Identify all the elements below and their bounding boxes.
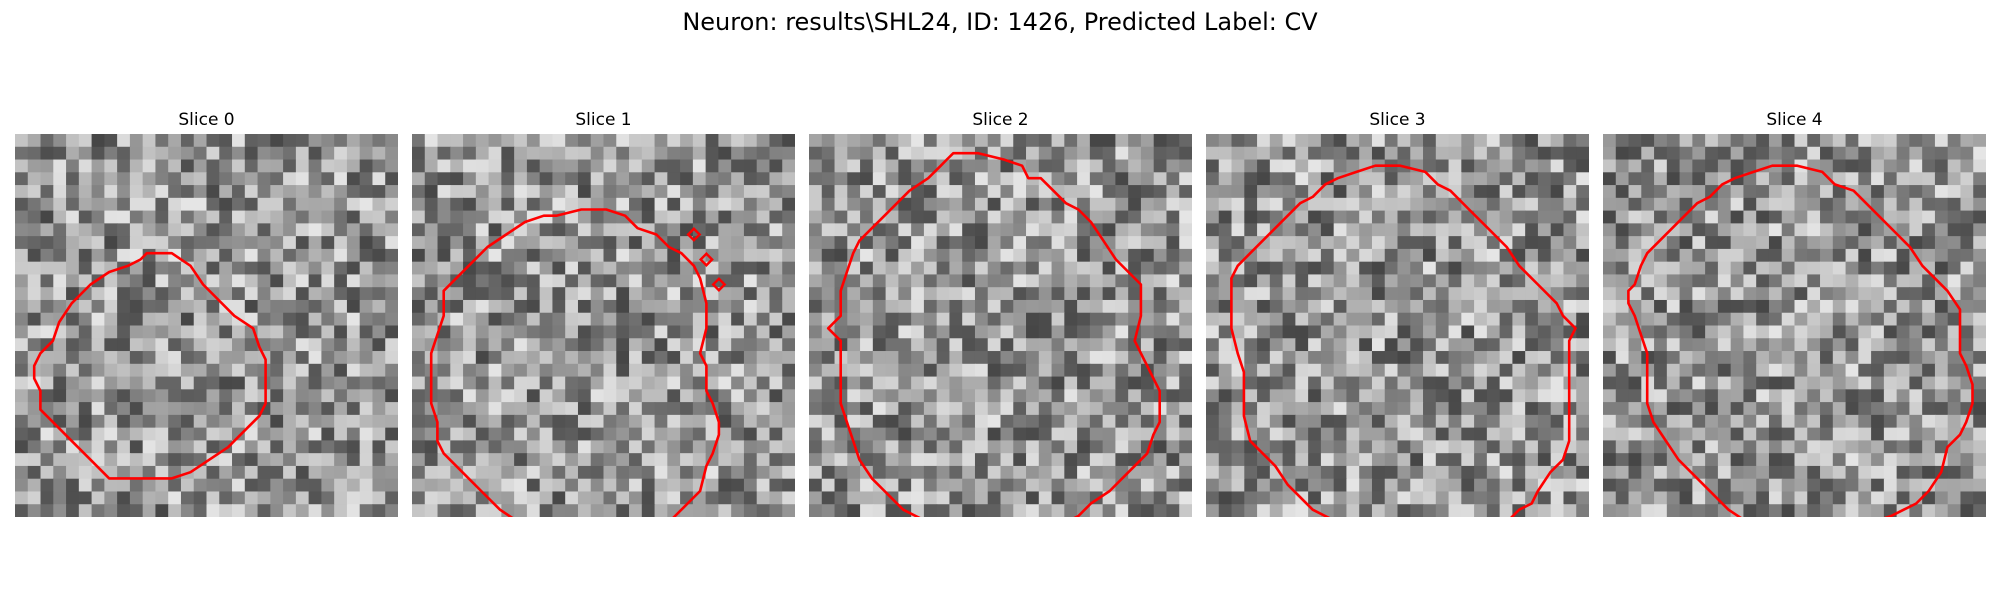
slice-image-4	[1603, 134, 1986, 517]
slice-panel-1: Slice 1	[412, 108, 795, 517]
slice-title-4: Slice 4	[1766, 110, 1823, 130]
slice-title-0: Slice 0	[178, 110, 235, 130]
roi-contour	[429, 208, 721, 517]
slice-image-1	[412, 134, 795, 517]
slice-panel-0: Slice 0	[15, 108, 398, 517]
pixel-grid	[1206, 134, 1589, 517]
slice-image-0	[15, 134, 398, 517]
slice-title-1: Slice 1	[575, 110, 632, 130]
figure-title: Neuron: results\SHL24, ID: 1426, Predict…	[682, 8, 1318, 36]
roi-contour	[1230, 164, 1577, 517]
roi-contour	[32, 251, 267, 480]
slice-panel-3: Slice 3	[1206, 108, 1589, 517]
roi-contour	[1627, 164, 1974, 517]
roi-contour	[826, 151, 1162, 517]
roi-contour-fragment	[686, 227, 702, 242]
roi-contour-fragment	[698, 252, 714, 267]
slice-image-3	[1206, 134, 1589, 517]
slice-panel-4: Slice 4	[1603, 108, 1986, 517]
pixel-grid	[809, 134, 1192, 517]
slice-image-2	[809, 134, 1192, 517]
slice-title-3: Slice 3	[1369, 110, 1426, 130]
pixel-grid	[1603, 134, 1986, 517]
slice-title-2: Slice 2	[972, 110, 1029, 130]
pixel-grid	[412, 134, 795, 517]
pixel-grid	[15, 134, 398, 517]
slice-panel-2: Slice 2	[809, 108, 1192, 517]
roi-contour-fragment	[711, 277, 727, 292]
